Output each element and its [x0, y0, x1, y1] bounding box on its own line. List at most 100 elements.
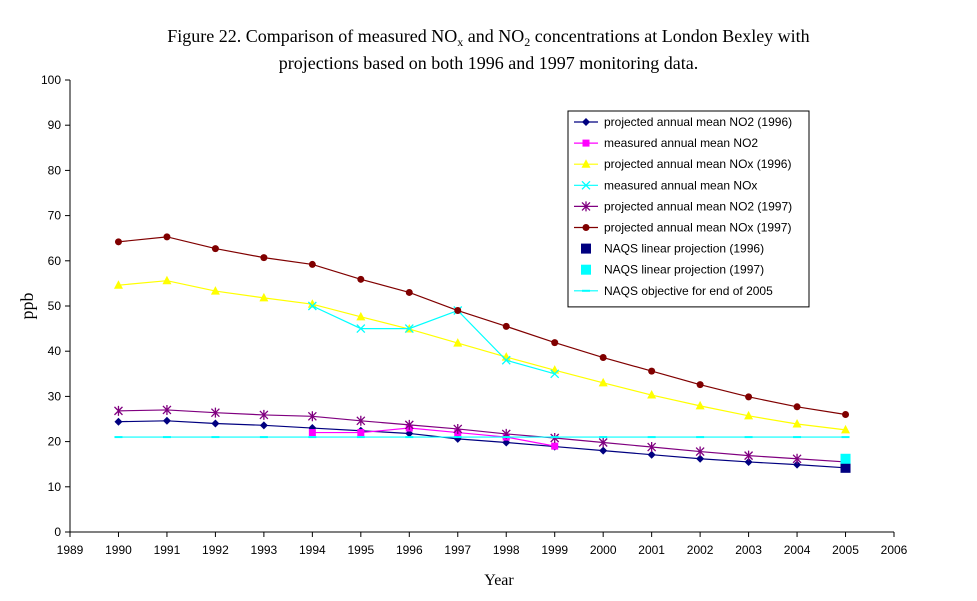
data-point [792, 453, 802, 464]
chart-title-line-1: Figure 22. Comparison of measured NOx an… [0, 24, 977, 51]
x-tick-label: 1994 [299, 543, 326, 557]
data-point [696, 454, 705, 463]
legend-marker [581, 180, 591, 190]
legend-item: NAQS objective for end of 2005 [574, 284, 773, 298]
x-tick-label: 2002 [687, 543, 714, 557]
data-point [308, 429, 316, 437]
data-point [114, 405, 123, 416]
data-point [502, 322, 510, 330]
title-part-3: concentrations at London Bexley with [530, 26, 810, 46]
legend-item: projected annual mean NO2 (1996) [574, 115, 792, 129]
data-point [357, 429, 365, 437]
title-subscript-x: x [457, 35, 464, 49]
data-point [744, 457, 753, 466]
legend-item: measured annual mean NO2 [574, 136, 758, 150]
data-point [357, 275, 365, 283]
data-point [648, 367, 656, 375]
data-point [210, 407, 220, 418]
y-tick-label: 30 [48, 389, 62, 403]
series-5 [114, 233, 850, 418]
data-point [695, 400, 705, 410]
data-point [260, 254, 268, 262]
data-point [113, 280, 123, 289]
series-layer [113, 233, 851, 473]
x-tick-label: 1991 [154, 543, 181, 557]
data-point [163, 233, 171, 241]
data-point [307, 301, 317, 311]
data-point [598, 437, 608, 448]
title-part-2: and NO [463, 26, 525, 46]
data-point [211, 245, 219, 253]
x-tick-label: 1998 [493, 543, 520, 557]
series-line [118, 280, 846, 431]
data-point [114, 417, 123, 426]
data-point [211, 419, 220, 428]
x-axis-label: Year [484, 572, 514, 589]
y-axis-label: ppb [17, 293, 37, 320]
x-tick-label: 1995 [347, 543, 374, 557]
x-tick-label: 1992 [202, 543, 229, 557]
series-3 [307, 301, 560, 379]
x-tick-label: 2000 [590, 543, 617, 557]
legend-marker [581, 201, 591, 212]
chart-title-line-2: projections based on both 1996 and 1997 … [278, 53, 699, 73]
data-point [356, 311, 366, 321]
x-tick-label: 2001 [638, 543, 665, 557]
legend: projected annual mean NO2 (1996) measured… [567, 110, 810, 308]
series-line [118, 236, 846, 416]
y-tick-label: 20 [48, 435, 62, 449]
data-point [745, 393, 753, 401]
legend-label: measured annual mean NO2 [604, 136, 758, 150]
x-tick-label: 1999 [541, 543, 568, 557]
legend-item: projected annual mean NOx (1996) [574, 157, 791, 171]
legend-item: NAQS linear projection (1996) [581, 242, 764, 256]
data-point [307, 411, 317, 422]
data-point [793, 460, 802, 469]
data-point [696, 381, 704, 389]
legend-marker [581, 243, 591, 254]
title-part-1: Figure 22. Comparison of measured NO [167, 26, 458, 46]
data-point [551, 339, 559, 347]
data-point [551, 442, 559, 450]
legend-item: NAQS linear projection (1997) [581, 263, 764, 277]
series-line [312, 305, 555, 375]
data-point [598, 377, 608, 387]
data-point [404, 324, 414, 334]
data-point [695, 446, 705, 457]
series-line [118, 420, 846, 469]
data-point [842, 410, 850, 418]
legend-label: projected annual mean NO2 (1997) [604, 199, 792, 213]
series-7 [840, 453, 851, 464]
legend-item: projected annual mean NO2 (1997) [574, 199, 792, 213]
data-point [793, 403, 801, 411]
x-tick-label: 1993 [251, 543, 278, 557]
data-point [259, 292, 269, 302]
y-tick-label: 10 [48, 480, 62, 494]
data-point [356, 324, 366, 334]
x-tick-label: 2003 [735, 543, 762, 557]
data-point [356, 415, 366, 426]
legend-marker [582, 118, 590, 126]
series-line [118, 409, 846, 463]
x-tick-label: 1990 [105, 543, 132, 557]
axes: 0 10 20 30 40 50 60 70 80 90 100 1989 1990 1991 1992 19… [41, 73, 908, 557]
data-point [404, 419, 414, 430]
x-tick-label: 2005 [832, 543, 859, 557]
legend-marker [582, 224, 590, 231]
y-tick-label: 40 [48, 344, 62, 358]
data-point [405, 288, 413, 296]
legend-item: measured annual mean NOx [574, 178, 757, 192]
data-point [259, 409, 269, 420]
x-tick-label: 1997 [444, 543, 471, 557]
series-0 [114, 416, 850, 472]
data-point [840, 462, 851, 473]
data-point [162, 416, 171, 425]
data-point [307, 299, 317, 308]
data-point [259, 421, 268, 430]
y-tick-label: 80 [48, 163, 62, 177]
data-point [454, 307, 462, 315]
legend-marker [581, 264, 591, 275]
legend-item: projected annual mean NOx (1997) [574, 221, 791, 235]
data-point [114, 238, 122, 246]
